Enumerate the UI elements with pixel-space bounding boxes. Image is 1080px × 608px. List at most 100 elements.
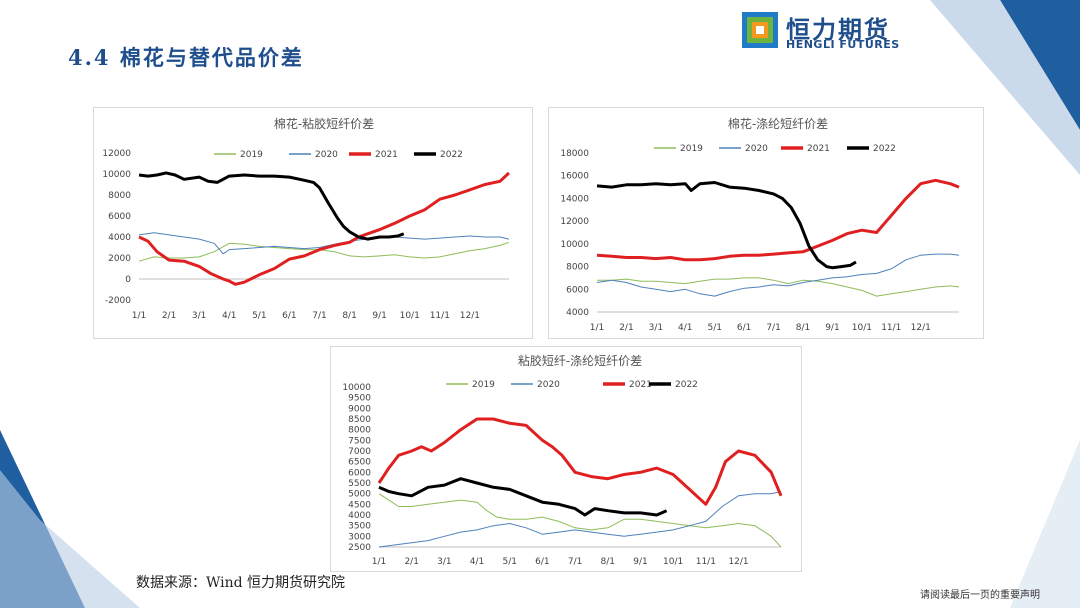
chart2-legend-label-2019: 2019 bbox=[680, 144, 703, 154]
chart1-ytick-label: 6000 bbox=[108, 212, 131, 222]
chart1-legend-label-2021: 2021 bbox=[375, 150, 398, 160]
chart3-xtick-label: 11/1 bbox=[696, 557, 716, 567]
chart3-legend-label-2020: 2020 bbox=[537, 380, 560, 390]
chart3-ytick-label: 8000 bbox=[348, 426, 371, 436]
chart2-ytick-label: 14000 bbox=[560, 194, 589, 204]
chart-cotton-polyester: 棉花-涤纶短纤价差 4000 6000 8000 10000 12000 14000 1600… bbox=[548, 107, 984, 339]
chart2-series-2021 bbox=[596, 178, 960, 262]
chart3-legend-label-2022: 2022 bbox=[675, 380, 698, 390]
logo-name-en: HENGLI FUTURES bbox=[786, 38, 900, 51]
chart1-ytick-label: 12000 bbox=[102, 149, 131, 159]
chart-viscose-polyester: 粘胶短纤-涤纶短纤价差 2500 3000 3500 4000 4500 5000 5500 6… bbox=[330, 346, 802, 572]
deco-bottom-right-light bbox=[1010, 440, 1080, 608]
chart1-xtick-label: 5/1 bbox=[252, 311, 266, 321]
chart1-xtick-label: 3/1 bbox=[192, 311, 206, 321]
chart2-xtick-label: 5/1 bbox=[707, 323, 721, 333]
chart2-xtick-label: 1/1 bbox=[590, 323, 604, 333]
chart3-ytick-label: 10000 bbox=[342, 383, 371, 393]
logo-mark-icon bbox=[742, 12, 778, 48]
chart1-ytick-label: 0 bbox=[125, 275, 131, 285]
chart1-ytick-label: 8000 bbox=[108, 191, 131, 201]
chart1-xtick-label: 4/1 bbox=[222, 311, 236, 321]
chart1-legend-label-2022: 2022 bbox=[440, 150, 463, 160]
chart2-ytick-label: 10000 bbox=[560, 240, 589, 250]
chart3-ytick-label: 7000 bbox=[348, 447, 371, 457]
chart1-series-2021 bbox=[138, 171, 511, 286]
chart1-xtick-label: 11/1 bbox=[430, 311, 450, 321]
chart3-series-2019 bbox=[378, 493, 782, 548]
chart2-xtick-label: 8/1 bbox=[796, 323, 810, 333]
chart3-xtick-label: 9/1 bbox=[633, 557, 647, 567]
chart1-xtick-label: 10/1 bbox=[400, 311, 420, 321]
chart3-ytick-label: 9500 bbox=[348, 394, 371, 404]
chart3-ytick-label: 6500 bbox=[348, 458, 371, 468]
chart3-ytick-label: 8500 bbox=[348, 415, 371, 425]
chart2-xtick-label: 12/1 bbox=[911, 323, 931, 333]
chart3-xtick-label: 4/1 bbox=[470, 557, 484, 567]
chart3-legend-label-2019: 2019 bbox=[472, 380, 495, 390]
chart3-xtick-label: 10/1 bbox=[663, 557, 683, 567]
chart2-xtick-label: 10/1 bbox=[852, 323, 872, 333]
chart-cotton-viscose-svg: 棉花-粘胶短纤价差 -2000 0 2000 4000 6000 8000 10000 1200… bbox=[102, 116, 511, 321]
data-source-note: 数据来源：Wind 恒力期货研究院 bbox=[136, 575, 346, 591]
chart1-ytick-label: 4000 bbox=[108, 233, 131, 243]
chart3-ytick-label: 5000 bbox=[348, 490, 371, 500]
chart3-xtick-label: 6/1 bbox=[535, 557, 549, 567]
chart2-xtick-label: 2/1 bbox=[619, 323, 633, 333]
chart2-legend-label-2021: 2021 bbox=[807, 144, 830, 154]
chart1-xtick-label: 2/1 bbox=[162, 311, 176, 321]
chart1-series-2020 bbox=[138, 232, 510, 255]
chart3-xtick-label: 1/1 bbox=[372, 557, 386, 567]
chart1-series-2022 bbox=[138, 171, 405, 241]
chart3-legend-label-2021: 2021 bbox=[629, 380, 652, 390]
chart3-xtick-label: 8/1 bbox=[601, 557, 615, 567]
chart1-ytick-label: 10000 bbox=[102, 170, 131, 180]
chart2-ytick-label: 6000 bbox=[566, 285, 589, 295]
chart3-ytick-label: 5500 bbox=[348, 479, 371, 489]
chart1-xtick-label: 6/1 bbox=[282, 311, 296, 321]
chart3-title: 粘胶短纤-涤纶短纤价差 bbox=[518, 353, 642, 368]
chart3-xtick-label: 3/1 bbox=[437, 557, 451, 567]
chart3-xtick-label: 7/1 bbox=[568, 557, 582, 567]
chart3-xtick-label: 5/1 bbox=[502, 557, 516, 567]
chart2-xtick-label: 4/1 bbox=[678, 323, 692, 333]
chart1-series-2019 bbox=[138, 241, 510, 262]
chart3-ytick-label: 6000 bbox=[348, 468, 371, 478]
chart2-series-2020 bbox=[596, 253, 960, 297]
logo-name-cn: 恒力期货 bbox=[786, 16, 890, 44]
chart-cotton-polyester-svg: 棉花-涤纶短纤价差 4000 6000 8000 10000 12000 14000 1600… bbox=[560, 116, 960, 333]
chart3-ytick-label: 4500 bbox=[348, 500, 371, 510]
chart-viscose-polyester-svg: 粘胶短纤-涤纶短纤价差25003000350040004500500055006… bbox=[342, 353, 783, 567]
chart1-xtick-label: 8/1 bbox=[342, 311, 356, 321]
chart2-ytick-label: 18000 bbox=[560, 149, 589, 159]
chart2-ytick-label: 12000 bbox=[560, 217, 589, 227]
chart-cotton-viscose: 棉花-粘胶短纤价差 -2000 0 2000 4000 6000 8000 10000 1200… bbox=[93, 107, 533, 339]
chart3-ytick-label: 2500 bbox=[348, 543, 371, 553]
chart1-xtick-label: 1/1 bbox=[132, 311, 146, 321]
chart3-series-2021 bbox=[377, 417, 783, 506]
chart1-ytick-label: 2000 bbox=[108, 254, 131, 264]
chart2-legend-label-2022: 2022 bbox=[873, 144, 896, 154]
slide-title: 4.4 棉花与替代品价差 bbox=[68, 45, 304, 70]
chart2-xtick-label: 3/1 bbox=[649, 323, 663, 333]
chart2-title: 棉花-涤纶短纤价差 bbox=[728, 116, 828, 131]
deco-bottom-left-light bbox=[0, 470, 140, 608]
chart1-legend-label-2019: 2019 bbox=[240, 150, 263, 160]
disclaimer-footer: 请阅读最后一页的重要声明 bbox=[920, 590, 1040, 601]
chart2-series-2022 bbox=[596, 181, 857, 270]
chart1-ytick-label: -2000 bbox=[105, 296, 131, 306]
chart2-xtick-label: 9/1 bbox=[825, 323, 839, 333]
chart2-xtick-label: 7/1 bbox=[766, 323, 780, 333]
chart3-ytick-label: 9000 bbox=[348, 404, 371, 414]
chart3-ytick-label: 7500 bbox=[348, 436, 371, 446]
chart3-xtick-label: 2/1 bbox=[404, 557, 418, 567]
deco-top-right-light bbox=[930, 0, 1080, 175]
chart2-xtick-label: 6/1 bbox=[737, 323, 751, 333]
chart3-ytick-label: 4000 bbox=[348, 511, 371, 521]
company-logo: 恒力期货 HENGLI FUTURES bbox=[742, 10, 912, 52]
chart3-ytick-label: 3500 bbox=[348, 522, 371, 532]
chart2-series-2019 bbox=[597, 277, 960, 297]
chart2-xtick-label: 11/1 bbox=[881, 323, 901, 333]
